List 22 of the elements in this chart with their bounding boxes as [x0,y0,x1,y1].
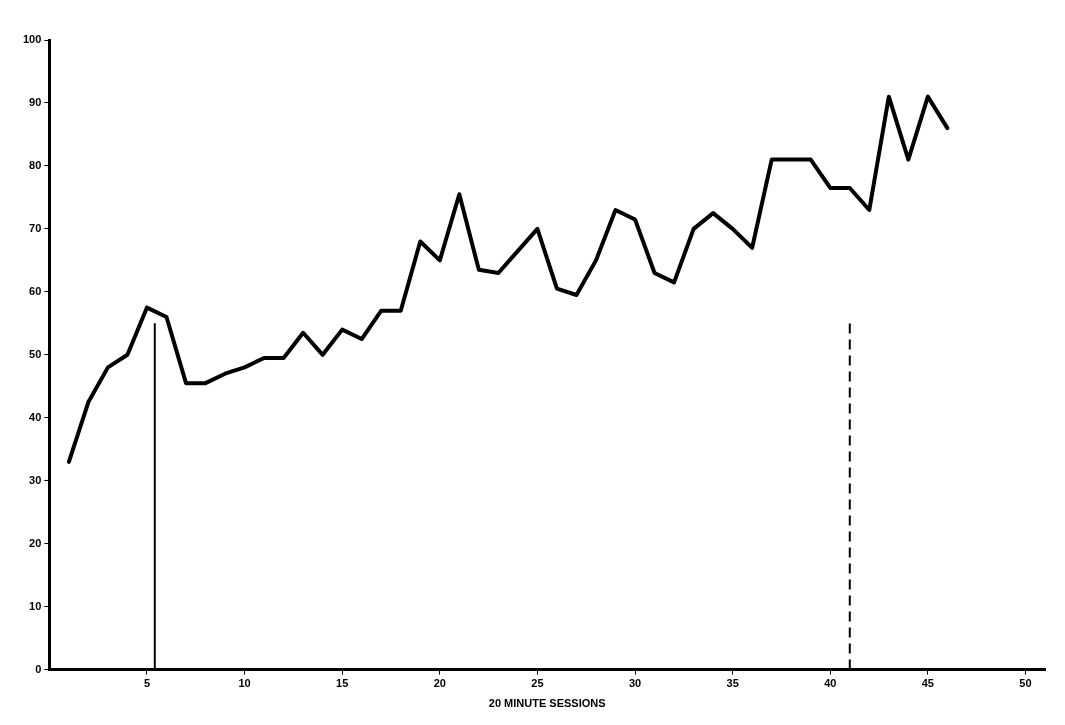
x-tick-label: 50 [1019,677,1032,690]
x-tick-label: 45 [921,677,934,690]
x-tick-label: 40 [824,677,837,690]
y-tick-label: 70 [29,221,42,234]
y-tick-label: 90 [29,95,42,108]
x-axis-title: 20 MINUTE SESSIONS [488,697,606,710]
y-tick-label: 80 [29,158,42,171]
y-tick-label: 60 [29,284,42,297]
x-tick-label: 30 [628,677,642,690]
x-tick-label: 25 [531,677,544,690]
y-tick-label: 0 [35,662,42,675]
x-tick-label: 10 [238,677,251,690]
y-tick-label: 10 [29,599,42,612]
x-tick-label: 20 [433,677,446,690]
y-tick-label: 50 [29,347,42,360]
y-tick-label: 30 [29,473,42,486]
y-tick-label: 100 [22,33,42,46]
x-tick-label: 15 [336,677,349,690]
y-tick-label: 40 [29,410,42,423]
x-tick-label: 35 [726,677,739,690]
y-tick-label: 20 [29,536,42,549]
x-tick-label: 5 [143,677,151,690]
